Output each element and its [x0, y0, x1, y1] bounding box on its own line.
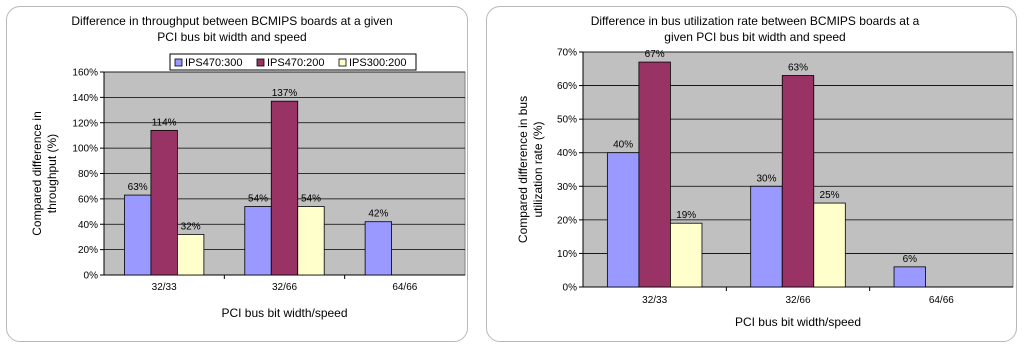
- legend-swatch: [256, 58, 265, 67]
- data-label: 63%: [128, 182, 148, 193]
- chart-title-line: Difference in throughput between BCMIPS …: [71, 14, 392, 28]
- bar: [244, 206, 272, 276]
- bar: [364, 221, 392, 276]
- bar: [638, 61, 671, 288]
- x-tick-label: 64/66: [392, 282, 417, 293]
- throughput-chart: Difference in throughput between BCMIPS …: [30, 14, 466, 320]
- legend-label: IPS470:300: [185, 57, 243, 69]
- legend-label: IPS470:200: [267, 57, 325, 69]
- y-axis-label-line: utilization rate (%): [531, 121, 545, 217]
- bar: [297, 206, 325, 276]
- y-tick-label: 100%: [72, 144, 98, 155]
- data-label: 54%: [301, 193, 321, 204]
- data-label: 67%: [645, 49, 665, 60]
- legend-label: IPS300:200: [349, 57, 407, 69]
- legend-swatch: [338, 58, 347, 67]
- bar: [177, 233, 205, 276]
- chart-title-line: given PCI bus bit width and speed: [664, 30, 845, 44]
- bar: [124, 194, 152, 276]
- bar: [270, 100, 299, 276]
- chart-title-line: PCI bus bit width and speed: [157, 30, 306, 44]
- y-tick-label: 120%: [72, 118, 98, 129]
- y-tick-label: 20%: [557, 215, 577, 226]
- x-axis-label: PCI bus bit width/speed: [735, 315, 861, 329]
- data-label: 137%: [272, 88, 298, 99]
- bar: [813, 202, 846, 288]
- y-tick-label: 40%: [557, 148, 577, 159]
- y-tick-label: 70%: [557, 48, 577, 59]
- bar: [781, 75, 815, 288]
- data-label: 19%: [676, 210, 696, 221]
- x-tick-label: 32/66: [272, 282, 297, 293]
- y-tick-label: 160%: [72, 68, 98, 79]
- bar: [150, 129, 178, 276]
- y-tick-label: 0%: [563, 283, 578, 294]
- bar: [670, 222, 703, 288]
- bar: [893, 266, 926, 288]
- y-axis-label-line: Compared difference in bus: [516, 96, 530, 243]
- legend-swatch: [174, 58, 183, 67]
- bar: [606, 152, 640, 288]
- bar: [750, 185, 783, 288]
- data-label: 42%: [368, 209, 388, 220]
- chart-panel-bus-utilization: Difference in bus utilization rate betwe…: [486, 6, 1017, 342]
- y-tick-label: 10%: [557, 249, 577, 260]
- y-tick-label: 20%: [78, 245, 98, 256]
- y-tick-label: 80%: [78, 169, 98, 180]
- y-tick-label: 30%: [557, 182, 577, 193]
- y-tick-label: 60%: [78, 194, 98, 205]
- y-tick-label: 40%: [78, 220, 98, 231]
- data-label: 54%: [248, 193, 268, 204]
- data-label: 25%: [820, 190, 840, 201]
- y-tick-label: 60%: [557, 81, 577, 92]
- y-axis-label-line: Compared difference in: [30, 111, 44, 236]
- y-tick-label: 140%: [72, 93, 98, 104]
- x-tick-label: 32/33: [642, 295, 667, 306]
- x-tick-label: 64/66: [929, 295, 954, 306]
- y-tick-label: 0%: [84, 271, 99, 282]
- legend-box: [169, 53, 417, 71]
- x-tick-label: 32/66: [785, 295, 810, 306]
- data-label: 30%: [756, 173, 776, 184]
- chart-panel-throughput: Difference in throughput between BCMIPS …: [6, 6, 468, 342]
- y-axis-label-line: throughput (%): [45, 134, 59, 213]
- x-tick-label: 32/33: [152, 282, 177, 293]
- data-label: 114%: [152, 117, 177, 128]
- data-label: 63%: [788, 63, 808, 74]
- bus-utilization-chart: Difference in bus utilization rate betwe…: [516, 14, 1014, 329]
- data-label: 32%: [181, 221, 201, 232]
- data-label: 40%: [613, 140, 633, 151]
- y-tick-label: 50%: [557, 115, 577, 126]
- x-axis-label: PCI bus bit width/speed: [221, 306, 347, 320]
- chart-title-line: Difference in bus utilization rate betwe…: [591, 14, 920, 28]
- data-label: 6%: [903, 254, 918, 265]
